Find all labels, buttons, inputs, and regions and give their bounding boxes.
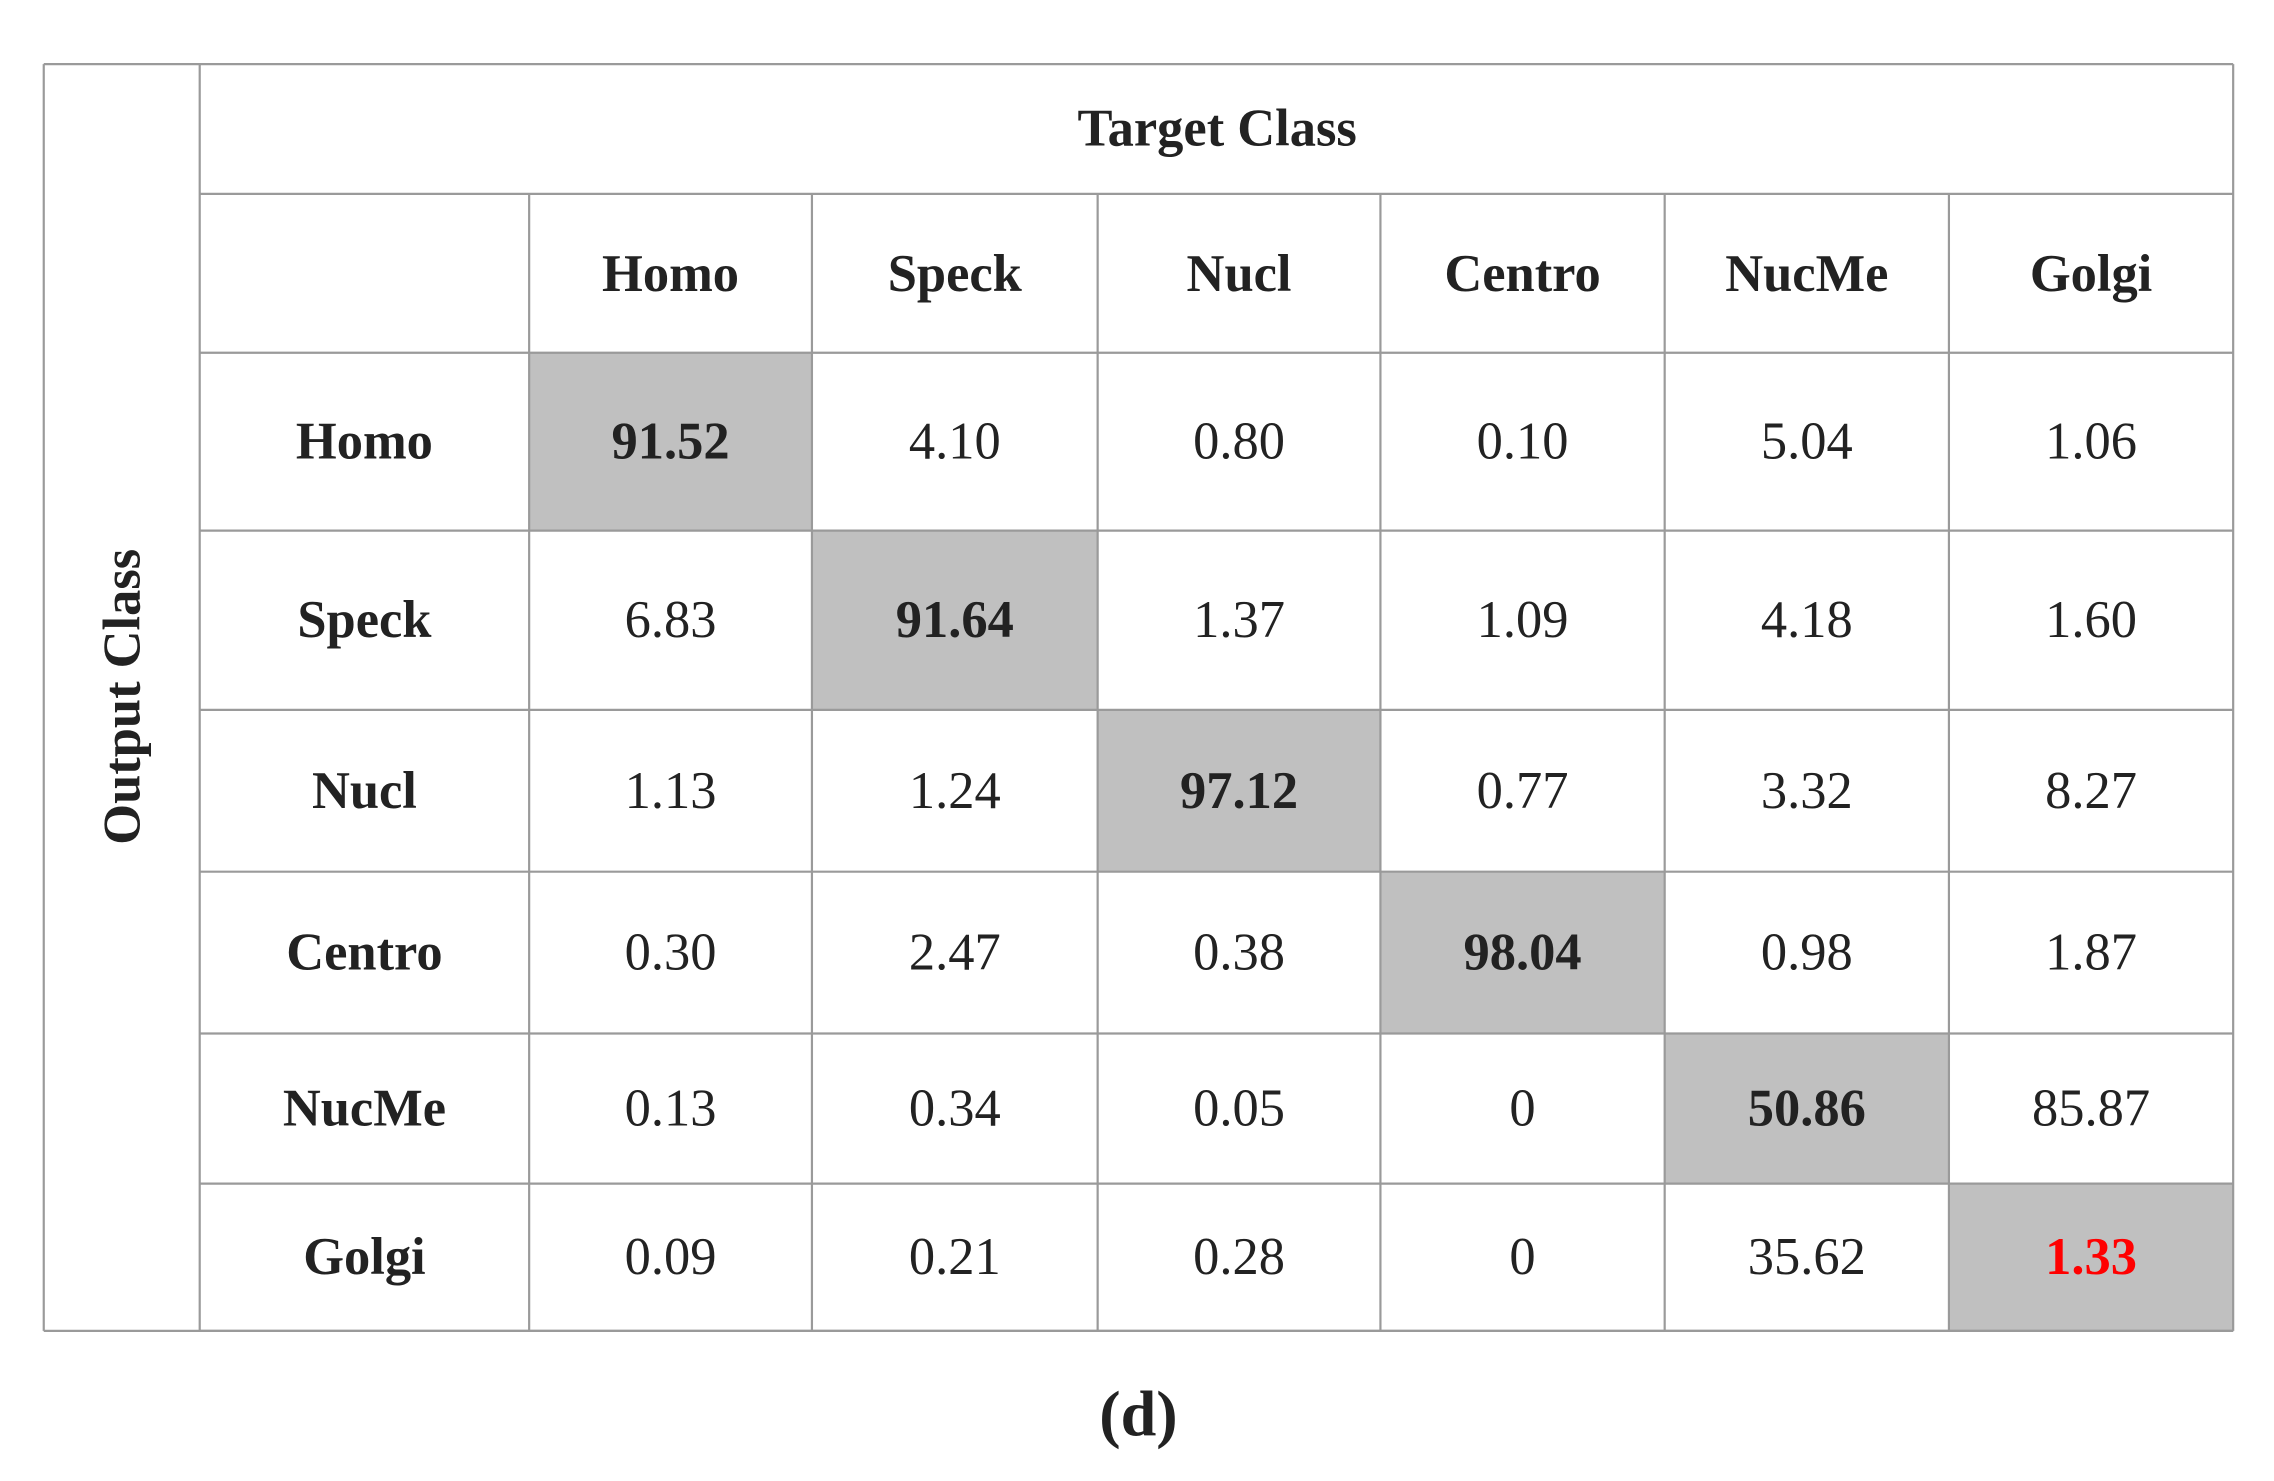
- caption: (d): [1099, 1378, 1177, 1449]
- column-header: NucMe: [1725, 245, 1888, 303]
- cell-value: 1.37: [1193, 591, 1285, 649]
- row-header: Speck: [297, 591, 432, 649]
- column-header: Speck: [888, 245, 1023, 303]
- cell-value: 0.98: [1761, 924, 1853, 982]
- row-header: Homo: [296, 413, 433, 471]
- cell-value: 0.30: [625, 924, 717, 982]
- cell-value: 4.10: [909, 413, 1001, 471]
- x-axis-label: Target Class: [1077, 99, 1356, 157]
- cell-value: 0.09: [625, 1228, 717, 1286]
- cell-value: 6.83: [625, 591, 717, 649]
- diagonal-cell: [1097, 709, 1381, 872]
- diagonal-value: 97.12: [1180, 762, 1298, 820]
- cell-value: 1.60: [2045, 591, 2137, 649]
- diagonal-cell: [811, 530, 1098, 710]
- column-header: Centro: [1444, 245, 1600, 303]
- cell-value: 8.27: [2045, 762, 2137, 820]
- diagonal-value: 98.04: [1464, 924, 1582, 982]
- diagonal-value: 1.33: [2045, 1228, 2137, 1286]
- diagonal-value: 50.86: [1748, 1080, 1866, 1138]
- cell-value: 1.13: [625, 762, 717, 820]
- cell-value: 0.80: [1193, 413, 1285, 471]
- row-header: Golgi: [303, 1228, 425, 1286]
- diagonal-cell: [1380, 871, 1665, 1034]
- diagonal-value: 91.64: [896, 591, 1014, 649]
- cell-value: 1.09: [1477, 591, 1569, 649]
- y-axis-label: Output Class: [93, 549, 151, 845]
- diagonal-value: 91.52: [612, 413, 730, 471]
- cell-value: 0: [1509, 1080, 1535, 1138]
- cell-value: 4.18: [1761, 591, 1853, 649]
- cell-value: 0.34: [909, 1080, 1001, 1138]
- cell-value: 2.47: [909, 924, 1001, 982]
- cell-value: 3.32: [1761, 762, 1853, 820]
- column-header: Homo: [602, 245, 739, 303]
- diagonal-cell: [1664, 1033, 1949, 1184]
- cell-value: 0.77: [1477, 762, 1569, 820]
- cell-value: 5.04: [1761, 413, 1853, 471]
- column-header: Golgi: [2030, 245, 2152, 303]
- row-header: Centro: [286, 924, 442, 982]
- row-header: Nucl: [312, 762, 417, 820]
- cell-value: 35.62: [1748, 1228, 1866, 1286]
- cell-value: 0.10: [1477, 413, 1569, 471]
- column-header: Nucl: [1187, 245, 1292, 303]
- cell-value: 0.28: [1193, 1228, 1285, 1286]
- cell-value: 1.87: [2045, 924, 2137, 982]
- cell-value: 0.21: [909, 1228, 1001, 1286]
- diagonal-cell: [529, 352, 812, 531]
- cell-value: 0: [1509, 1228, 1535, 1286]
- cell-value: 1.24: [909, 762, 1001, 820]
- row-header: NucMe: [283, 1080, 446, 1138]
- diagonal-cell: [1948, 1183, 2234, 1331]
- cell-value: 1.06: [2045, 413, 2137, 471]
- cell-value: 0.05: [1193, 1080, 1285, 1138]
- cell-value: 0.13: [625, 1080, 717, 1138]
- cell-value: 85.87: [2032, 1080, 2150, 1138]
- cell-value: 0.38: [1193, 924, 1285, 982]
